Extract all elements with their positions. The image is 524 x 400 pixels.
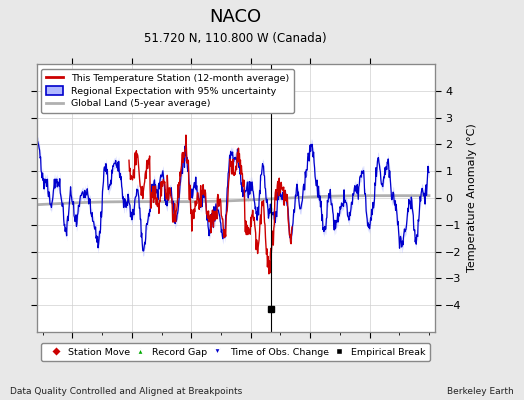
Legend: Station Move, Record Gap, Time of Obs. Change, Empirical Break: Station Move, Record Gap, Time of Obs. C…: [41, 343, 430, 361]
Text: Berkeley Earth: Berkeley Earth: [447, 387, 514, 396]
Legend: This Temperature Station (12-month average), Regional Expectation with 95% uncer: This Temperature Station (12-month avera…: [41, 69, 293, 113]
Y-axis label: Temperature Anomaly (°C): Temperature Anomaly (°C): [467, 124, 477, 272]
Text: 51.720 N, 110.800 W (Canada): 51.720 N, 110.800 W (Canada): [145, 32, 327, 45]
Text: Data Quality Controlled and Aligned at Breakpoints: Data Quality Controlled and Aligned at B…: [10, 387, 243, 396]
Text: NACO: NACO: [210, 8, 262, 26]
